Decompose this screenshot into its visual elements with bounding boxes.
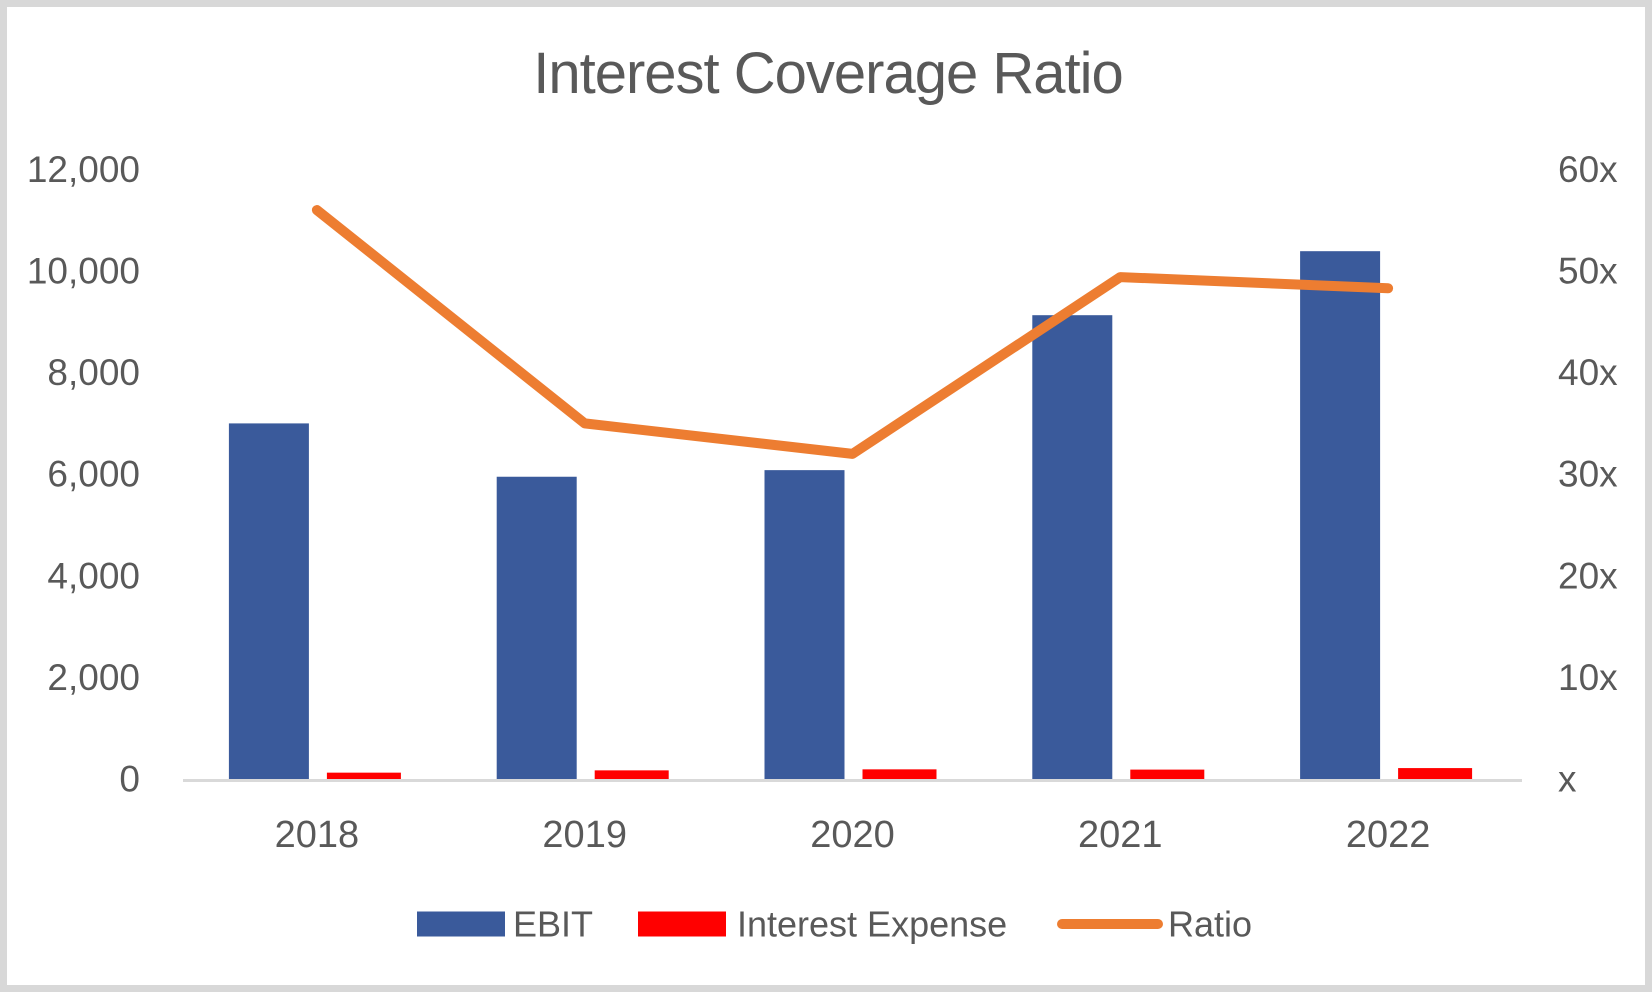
- legend-label-interest-expense: Interest Expense: [737, 904, 1007, 945]
- legend-swatch-ebit: [417, 911, 505, 937]
- left-tick-label-10-000: 10,000: [27, 251, 140, 292]
- right-tick-label-60x: 60x: [1558, 149, 1618, 190]
- ratio-line-layer: [311, 205, 1394, 459]
- left-tick-label-6-000: 6,000: [47, 454, 140, 495]
- left-tick-label-2-000: 2,000: [47, 657, 140, 698]
- ratio-line: [311, 205, 1394, 459]
- legend: EBIT Interest Expense Ratio: [417, 904, 1252, 945]
- bar-interest-expense-2020: [862, 769, 937, 779]
- bar-ebit-2022: [1300, 251, 1381, 780]
- bar-interest-expense-2022: [1398, 768, 1473, 779]
- year-label-2020: 2020: [810, 814, 895, 856]
- right-tick-label-20x: 20x: [1558, 555, 1618, 596]
- bar-interest-expense-2018: [326, 772, 401, 779]
- legend-label-ratio: Ratio: [1168, 904, 1252, 945]
- legend-item-ratio: Ratio: [1057, 904, 1252, 945]
- left-tick-label-4-000: 4,000: [47, 555, 140, 596]
- year-label-2022: 2022: [1346, 814, 1431, 856]
- legend-label-ebit: EBIT: [513, 904, 593, 945]
- legend-item-interest-expense: Interest Expense: [638, 904, 1007, 945]
- legend-swatch-interest-expense: [638, 911, 726, 937]
- right-tick-label-30x: 30x: [1558, 454, 1618, 495]
- bar-interest-expense-2019: [594, 770, 669, 779]
- x-axis-labels: 2018 2019 2020 2021 2022: [275, 814, 1431, 856]
- left-tick-label-12-000: 12,000: [27, 149, 140, 190]
- bar-ebit-2019: [496, 476, 577, 779]
- right-tick-label-10x: 10x: [1558, 657, 1618, 698]
- year-label-2018: 2018: [275, 814, 360, 856]
- right-tick-label-50x: 50x: [1558, 251, 1618, 292]
- bar-ebit-2021: [1032, 315, 1113, 779]
- legend-item-ebit: EBIT: [417, 904, 593, 945]
- interest-coverage-chart: Interest Coverage Ratio 0 2,000 4,000 6,000…: [27, 41, 1618, 945]
- chart-title: Interest Coverage Ratio: [533, 41, 1123, 106]
- year-label-2019: 2019: [542, 814, 627, 856]
- left-tick-label-8-000: 8,000: [47, 352, 140, 393]
- left-tick-label-0: 0: [119, 759, 140, 800]
- bar-interest-expense-2021: [1130, 769, 1205, 779]
- bar-ebit-2020: [764, 470, 845, 779]
- bars-layer: [228, 251, 1473, 780]
- bar-ebit-2018: [228, 423, 309, 779]
- left-axis-ticks: 0 2,000 4,000 6,000 8,000 10,000 12,000: [27, 149, 140, 800]
- year-label-2021: 2021: [1078, 814, 1163, 856]
- right-tick-label-x: x: [1558, 759, 1577, 800]
- right-axis-ticks: x 10x 20x 30x 40x 50x 60x: [1558, 149, 1618, 800]
- right-tick-label-40x: 40x: [1558, 352, 1618, 393]
